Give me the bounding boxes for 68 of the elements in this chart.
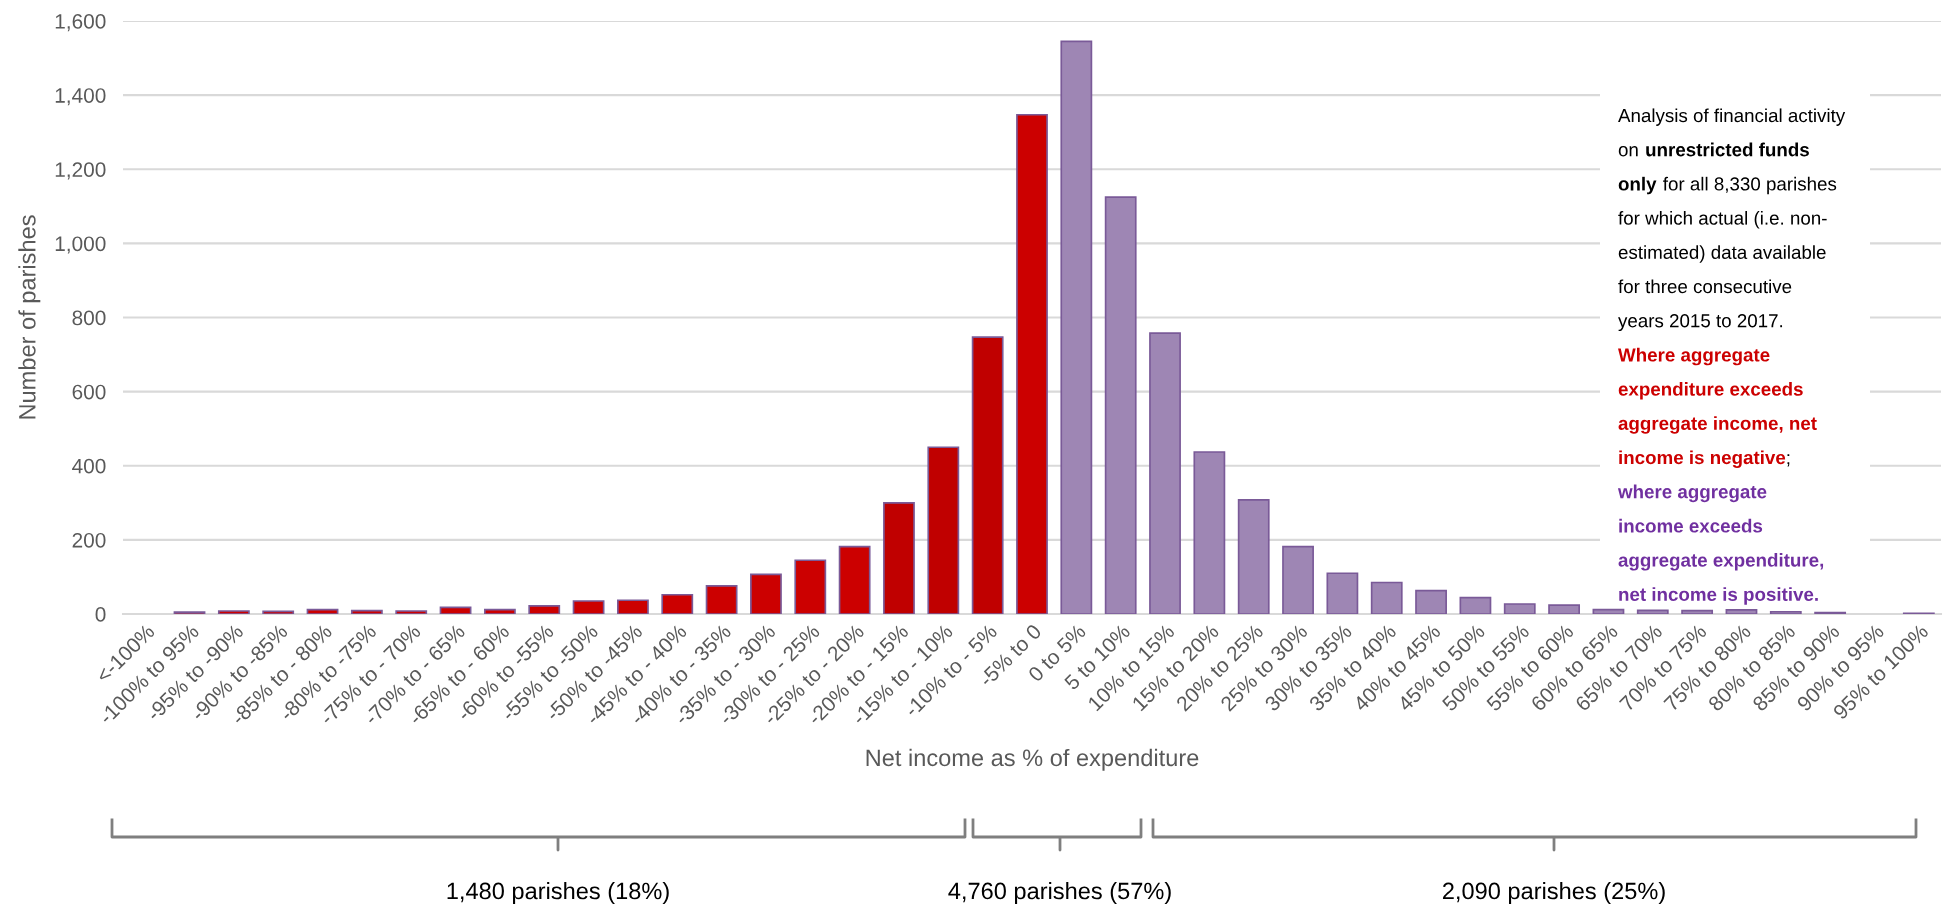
- bar: [350, 609, 383, 614]
- x-axis-title: Net income as % of expenditure: [866, 748, 1199, 771]
- bar: [306, 608, 339, 614]
- annotation: years 2015 to 2017.: [1618, 314, 1783, 332]
- annotation: where aggregate: [1617, 484, 1767, 503]
- bar: [1149, 332, 1181, 614]
- annotation: ;: [1787, 454, 1790, 467]
- bar: [483, 608, 516, 614]
- bar: [1636, 609, 1669, 614]
- bar: [927, 446, 960, 614]
- bar: [1725, 609, 1758, 614]
- bar: [661, 593, 694, 614]
- y-tick-label: 0: [95, 607, 106, 622]
- text: 2,090 parishes (25%): [1442, 881, 1665, 905]
- bar: [1415, 589, 1447, 614]
- bar: [1060, 40, 1093, 614]
- bar: [705, 584, 738, 614]
- annotation: aggregate income, net: [1618, 416, 1817, 434]
- bar: [1016, 113, 1048, 614]
- bar: [1592, 608, 1625, 614]
- annotation: net income is positive.: [1619, 587, 1818, 605]
- annotation: income exceeds: [1619, 518, 1763, 533]
- annotation: Where aggregate: [1618, 347, 1770, 366]
- annotation: expenditure exceeds: [1618, 382, 1803, 400]
- y-tick-label: 400: [72, 458, 106, 474]
- bar: [395, 610, 428, 614]
- y-tick-label: 200: [72, 532, 106, 548]
- bar: [217, 610, 250, 614]
- annotation: estimated) data available: [1618, 245, 1826, 263]
- bar: [1326, 572, 1359, 614]
- bar: [572, 600, 605, 614]
- bar: [1769, 610, 1802, 614]
- annotation: income is negative: [1619, 450, 1786, 468]
- annotation: aggregate expenditure,: [1618, 553, 1824, 571]
- bar: [528, 605, 561, 614]
- bar: [1548, 604, 1581, 614]
- annotation: for all 8,330 parishes: [1663, 176, 1837, 195]
- bar: [794, 559, 827, 614]
- bar: [838, 545, 871, 614]
- bar: [1681, 609, 1714, 614]
- bar: [1370, 581, 1403, 614]
- bar: [1237, 499, 1270, 614]
- text: 1,480 parishes (18%): [447, 881, 669, 905]
- bar: [1503, 603, 1536, 614]
- y-tick-label: 1,200: [55, 162, 106, 180]
- y-tick-label: 1,400: [55, 88, 106, 106]
- annotation: unrestricted funds: [1646, 142, 1809, 157]
- bar: [883, 501, 915, 614]
- annotation: Analysis of financial activity: [1618, 108, 1846, 126]
- y-tick-label: 1,600: [55, 14, 106, 32]
- bar: [617, 599, 649, 614]
- bar: [1459, 596, 1492, 614]
- bar: [1104, 196, 1137, 614]
- bar: [971, 336, 1004, 614]
- bar: [1282, 545, 1314, 614]
- y-tick-label: 600: [72, 384, 106, 400]
- y-axis-title: Number of parishes: [18, 215, 41, 419]
- annotation: only: [1618, 176, 1657, 195]
- bar: [439, 606, 472, 614]
- y-tick-label: 800: [72, 310, 106, 326]
- text: 4,760 parishes (57%): [948, 881, 1171, 905]
- annotation: on: [1618, 146, 1638, 157]
- y-tick-label: 1,000: [55, 236, 106, 254]
- annotation: for three consecutive: [1618, 279, 1792, 294]
- bar: [262, 610, 295, 614]
- annotation: for which actual (i.e. non-: [1618, 211, 1827, 229]
- bar: [1193, 451, 1226, 614]
- bar: [750, 573, 782, 614]
